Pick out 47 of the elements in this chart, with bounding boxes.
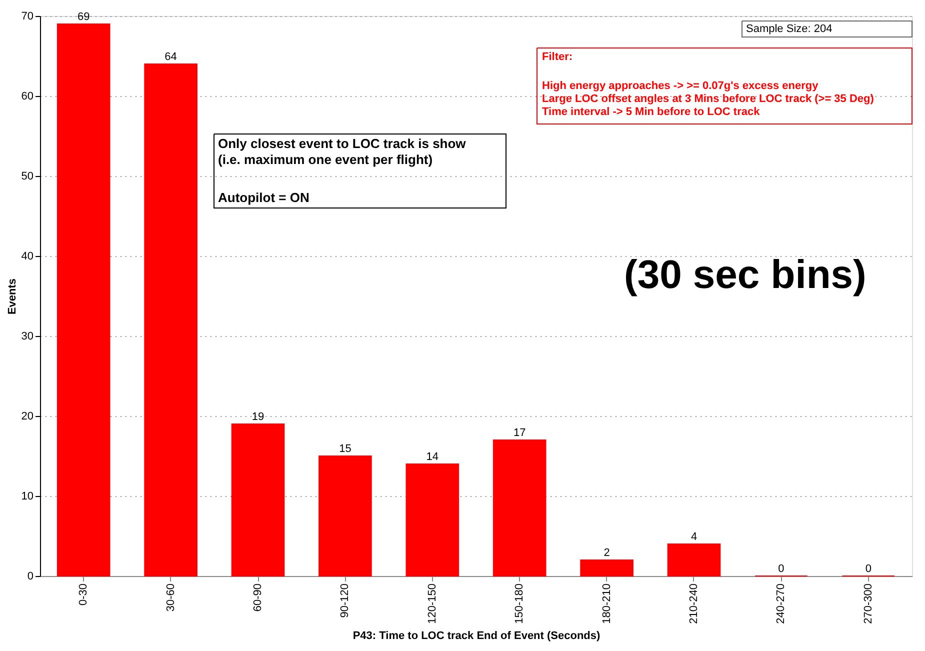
- bar: [667, 544, 721, 576]
- annotation: Time interval -> 5 Min before to LOC track: [542, 106, 761, 118]
- x-tick-label: 120-150: [426, 584, 438, 624]
- bar: [580, 560, 634, 576]
- bar: [318, 456, 372, 576]
- x-tick-label: 180-210: [600, 584, 613, 624]
- data-label: 69: [77, 11, 90, 23]
- data-label: 64: [164, 51, 177, 63]
- x-tick-label: 60-90: [252, 584, 264, 612]
- data-label: 19: [252, 411, 264, 423]
- annotation: Sample Size: 204: [746, 23, 832, 35]
- y-tick-label: 60: [21, 90, 34, 102]
- annotation: Only closest event to LOC track is show: [218, 136, 467, 151]
- y-tick-label: 0: [27, 570, 34, 582]
- data-label: 2: [604, 547, 610, 559]
- annotation: Large LOC offset angles at 3 Mins before LOC track (>= 35 Deg): [542, 93, 874, 105]
- y-tick-label: 40: [21, 250, 34, 262]
- annotation: (i.e. maximum one event per flight): [218, 152, 433, 167]
- x-tick-label: 210-240: [688, 584, 700, 624]
- data-label: 14: [426, 451, 439, 463]
- x-tick-label: 270-300: [862, 584, 874, 624]
- annotation: Filter:: [542, 51, 573, 63]
- annotation: Autopilot = ON: [218, 190, 310, 205]
- data-label: 0: [865, 563, 872, 575]
- x-tick-label: 240-270: [775, 584, 788, 624]
- bar: [231, 424, 285, 576]
- annotation: (30 sec bins): [624, 253, 866, 297]
- data-label: 15: [339, 443, 352, 455]
- y-tick-label: 20: [21, 410, 34, 422]
- annotation: High energy approaches -> >= 0.07g's excess energy: [542, 80, 820, 92]
- bar: [56, 24, 110, 576]
- y-tick-label: 30: [21, 330, 34, 342]
- y-tick-label: 50: [21, 170, 34, 182]
- x-tick-label: 0-30: [78, 584, 90, 606]
- y-axis-title: Events: [6, 278, 18, 315]
- data-label: 0: [778, 563, 784, 575]
- bar: [406, 464, 460, 576]
- data-label: 17: [513, 427, 526, 439]
- bar: [492, 440, 546, 576]
- x-tick-label: 30-60: [164, 584, 177, 612]
- x-axis-title: P43: Time to LOC track End of Event (Seconds): [352, 630, 600, 642]
- x-tick-label: 90-120: [339, 584, 352, 618]
- y-tick-label: 10: [21, 490, 34, 502]
- y-tick-label: 70: [21, 10, 34, 22]
- x-tick-label: 150-180: [514, 584, 526, 624]
- data-label: 4: [690, 531, 698, 543]
- bar: [144, 64, 198, 576]
